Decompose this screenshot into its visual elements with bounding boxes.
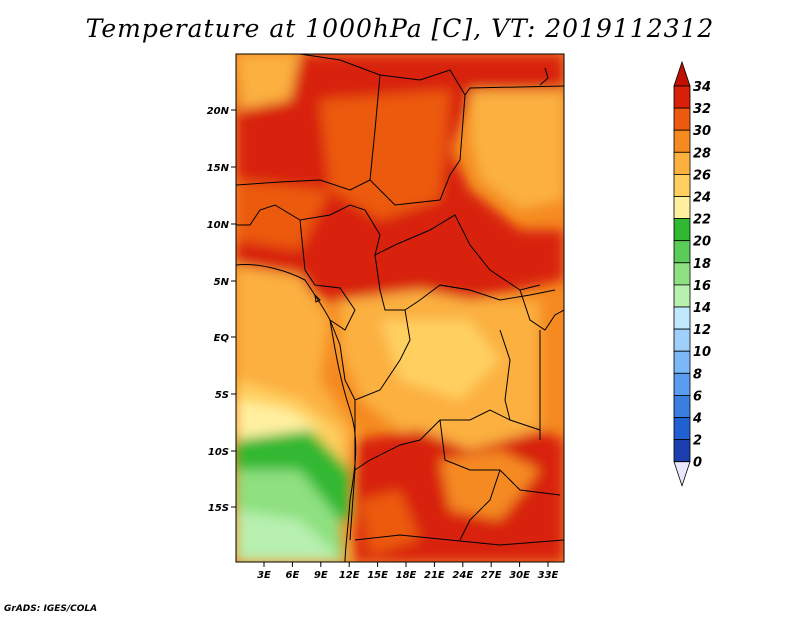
lat-tick-label: 10S xyxy=(208,447,229,458)
lon-tick-label: 27E xyxy=(481,570,502,581)
lon-tick-label: 21E xyxy=(424,570,445,581)
colorbar-box xyxy=(673,306,691,330)
colorbar-bottom-arrow xyxy=(673,461,691,487)
colorbar-box xyxy=(673,240,691,264)
lon-tick-label: 18E xyxy=(396,570,417,581)
colorbar-box xyxy=(673,439,691,463)
colorbar-label: 22 xyxy=(693,213,711,228)
colorbar-box xyxy=(673,218,691,242)
colorbar-label: 14 xyxy=(693,301,711,316)
map-frame xyxy=(235,53,565,563)
colorbar-box xyxy=(673,107,691,131)
colorbar-box xyxy=(673,328,691,352)
colorbar-label: 30 xyxy=(693,124,711,139)
lon-tick-label: 24E xyxy=(452,570,473,581)
colorbar-label: 12 xyxy=(693,323,711,338)
lon-tick-label: 33E xyxy=(538,570,559,581)
lat-tick-label: 5N xyxy=(214,277,230,288)
lon-tick-label: 15E xyxy=(367,570,388,581)
colorbar-box xyxy=(673,417,691,441)
lon-tick-label: 3E xyxy=(257,570,271,581)
colorbar-label: 18 xyxy=(693,257,711,272)
colorbar-box xyxy=(673,394,691,418)
plot-title: Temperature at 1000hPa [C], VT: 20191123… xyxy=(85,14,715,43)
lat-tick-label: EQ xyxy=(214,333,230,344)
colorbar-box xyxy=(673,284,691,308)
lon-tick-label: 6E xyxy=(286,570,300,581)
temperature-field xyxy=(236,54,564,562)
colorbar-top-arrow xyxy=(673,60,691,87)
colorbar-label: 0 xyxy=(693,456,702,471)
lat-tick-label: 20N xyxy=(207,106,230,117)
colorbar-label: 32 xyxy=(693,102,711,117)
colorbar-label: 20 xyxy=(693,235,711,250)
lon-tick-label: 30E xyxy=(509,570,530,581)
colorbar-label: 2 xyxy=(693,434,702,449)
lon-tick-label: 9E xyxy=(314,570,328,581)
latitude-axis: 20N 15N 10N 5N EQ 5S 10S 15S xyxy=(207,106,236,514)
colorbar-label: 34 xyxy=(693,80,711,95)
longitude-axis: 3E 6E 9E 12E 15E 18E 21E 24E 27E 30E 33E xyxy=(257,562,559,581)
country-borders xyxy=(236,54,564,562)
credit-text: GrADS: IGES/COLA xyxy=(4,604,98,614)
colorbar-label: 8 xyxy=(693,367,702,382)
colorbar-box xyxy=(673,173,691,197)
colorbar-label: 6 xyxy=(693,389,702,404)
colorbar-label: 26 xyxy=(693,168,711,183)
colorbar-box xyxy=(673,372,691,396)
colorbar-box xyxy=(673,196,691,220)
colorbar-box xyxy=(673,262,691,286)
colorbar-box xyxy=(673,85,691,109)
colorbar-label: 4 xyxy=(692,412,702,427)
colorbar-box xyxy=(673,151,691,175)
lon-tick-label: 12E xyxy=(339,570,360,581)
lat-tick-label: 15N xyxy=(207,163,230,174)
colorbar-label: 28 xyxy=(693,146,711,161)
colorbar-box xyxy=(673,350,691,374)
colorbar-label: 24 xyxy=(693,191,711,206)
lat-tick-label: 10N xyxy=(207,220,230,231)
colorbar-box xyxy=(673,129,691,153)
lat-tick-label: 15S xyxy=(208,503,229,514)
colorbar-label: 16 xyxy=(693,279,711,294)
colorbar-label: 10 xyxy=(693,345,711,360)
lat-tick-label: 5S xyxy=(215,390,229,401)
